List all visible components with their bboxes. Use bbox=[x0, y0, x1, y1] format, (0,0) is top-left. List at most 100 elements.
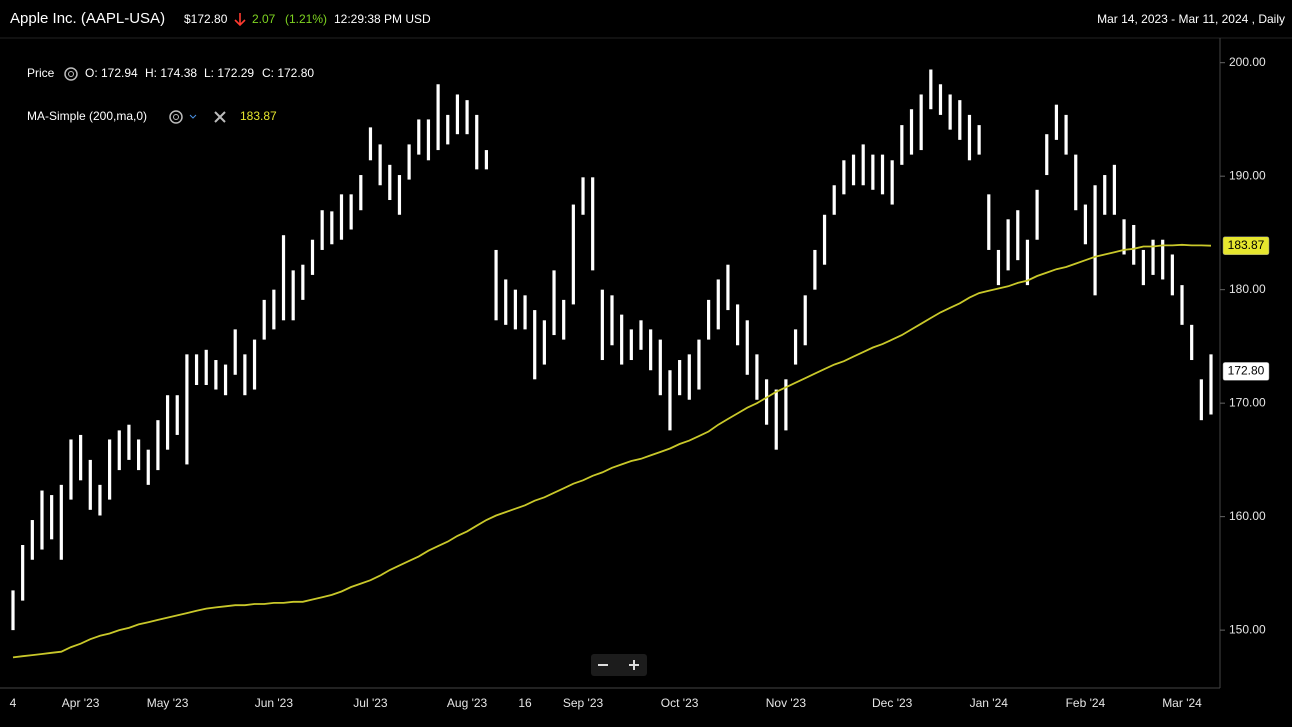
legend-price: Price bbox=[27, 66, 55, 80]
price-bar bbox=[204, 349, 208, 385]
date-range: Mar 14, 2023 - Mar 11, 2024 , Daily bbox=[1097, 12, 1285, 26]
price-bar bbox=[378, 144, 382, 186]
change-pct: (1.21%) bbox=[285, 12, 327, 26]
ma-line bbox=[12, 243, 1212, 659]
price-bar bbox=[919, 94, 923, 151]
y-tick-label: 150.00 bbox=[1229, 622, 1266, 636]
price-bar bbox=[600, 289, 604, 361]
price-bar bbox=[1064, 114, 1068, 155]
ohlc-low: L: 172.29 bbox=[204, 66, 254, 80]
price-bar bbox=[591, 177, 595, 271]
price-bar bbox=[146, 449, 150, 485]
price-bar bbox=[59, 484, 63, 560]
price-bar bbox=[861, 144, 865, 186]
price-bar bbox=[233, 329, 237, 375]
ma-tag-bg bbox=[1222, 236, 1270, 255]
price-bar bbox=[359, 175, 363, 211]
price-bar bbox=[504, 279, 508, 325]
price-bar bbox=[620, 314, 624, 365]
price-bar bbox=[900, 125, 904, 165]
price-bar bbox=[1074, 154, 1078, 211]
price-bar bbox=[726, 264, 730, 311]
x-tick-label: Apr '23 bbox=[62, 696, 100, 710]
ma-tag: 183.87 bbox=[1228, 238, 1265, 252]
y-tick-label: 200.00 bbox=[1229, 55, 1266, 69]
zoom-bg bbox=[591, 654, 647, 676]
price-bar bbox=[320, 210, 324, 250]
price-bar bbox=[996, 249, 1001, 286]
zoom-control bbox=[591, 654, 647, 676]
price-bar bbox=[397, 175, 402, 215]
price-bar bbox=[1035, 189, 1039, 240]
price-bar bbox=[784, 379, 788, 431]
price-bar bbox=[987, 194, 991, 250]
price-bar bbox=[108, 439, 112, 500]
price-bar bbox=[533, 310, 537, 380]
price-bar bbox=[50, 495, 54, 540]
price-bar bbox=[117, 430, 121, 471]
price-bar bbox=[764, 379, 769, 425]
price-bar bbox=[513, 289, 517, 330]
price-bar bbox=[629, 329, 633, 361]
price-bar bbox=[1151, 239, 1155, 275]
price-bar bbox=[446, 114, 450, 145]
price-bar bbox=[243, 354, 247, 396]
legend-ma-value: 183.87 bbox=[240, 109, 277, 123]
price-bar bbox=[774, 389, 778, 450]
x-tick-label: Jul '23 bbox=[353, 696, 388, 710]
x-tick-label: 16 bbox=[518, 696, 532, 710]
price-bar bbox=[1122, 219, 1126, 255]
x-tick-label: Sep '23 bbox=[563, 696, 604, 710]
price-bar bbox=[649, 329, 653, 371]
price-bar bbox=[339, 194, 344, 240]
ohlc-high: H: 174.38 bbox=[145, 66, 197, 80]
settings-icon[interactable] bbox=[64, 67, 78, 81]
x-tick-label: Aug '23 bbox=[447, 696, 488, 710]
x-tick-label: Nov '23 bbox=[766, 696, 807, 710]
x-tick-label: Jan '24 bbox=[970, 696, 1009, 710]
price-bar bbox=[668, 370, 672, 431]
close-icon[interactable] bbox=[214, 111, 226, 123]
price-bar bbox=[803, 295, 807, 346]
price-bar bbox=[88, 459, 92, 510]
price-bar bbox=[562, 299, 566, 340]
price-bar bbox=[542, 320, 546, 365]
price-bar bbox=[1016, 210, 1020, 261]
price-bar bbox=[639, 320, 643, 350]
price-bar bbox=[484, 150, 489, 170]
price-bar bbox=[610, 295, 614, 346]
price-tag-bg bbox=[1222, 362, 1270, 381]
price-bar bbox=[1180, 285, 1184, 325]
price-bar bbox=[272, 289, 276, 330]
price-bar bbox=[1093, 185, 1097, 296]
y-tick-label: 160.00 bbox=[1229, 509, 1266, 523]
price-bar bbox=[127, 424, 131, 460]
price-bar bbox=[388, 164, 392, 201]
price-bar bbox=[1025, 239, 1030, 286]
price-bar bbox=[929, 69, 933, 110]
price-bar bbox=[822, 214, 827, 265]
price-bar bbox=[281, 235, 286, 321]
y-tick-label: 180.00 bbox=[1229, 282, 1266, 296]
price-bar bbox=[1141, 249, 1145, 286]
price-bar bbox=[581, 177, 585, 215]
price-bar bbox=[426, 119, 431, 161]
price-bar bbox=[21, 545, 25, 601]
price-bar bbox=[678, 360, 682, 396]
price-bar bbox=[571, 204, 575, 305]
dropdown-icon[interactable] bbox=[189, 114, 197, 119]
price-bar bbox=[871, 154, 875, 190]
price-bar bbox=[813, 249, 817, 290]
x-tick-label: Jun '23 bbox=[255, 696, 294, 710]
settings-icon[interactable] bbox=[169, 110, 183, 124]
price-bar bbox=[194, 354, 199, 385]
price-bar bbox=[156, 420, 160, 471]
zoom-in[interactable] bbox=[629, 660, 639, 670]
price-bar bbox=[1112, 164, 1116, 215]
price-bar bbox=[417, 119, 421, 155]
price-bar bbox=[252, 339, 257, 390]
price-bar bbox=[98, 484, 102, 516]
price-bar bbox=[716, 279, 720, 330]
x-tick-label: Mar '24 bbox=[1162, 696, 1202, 710]
